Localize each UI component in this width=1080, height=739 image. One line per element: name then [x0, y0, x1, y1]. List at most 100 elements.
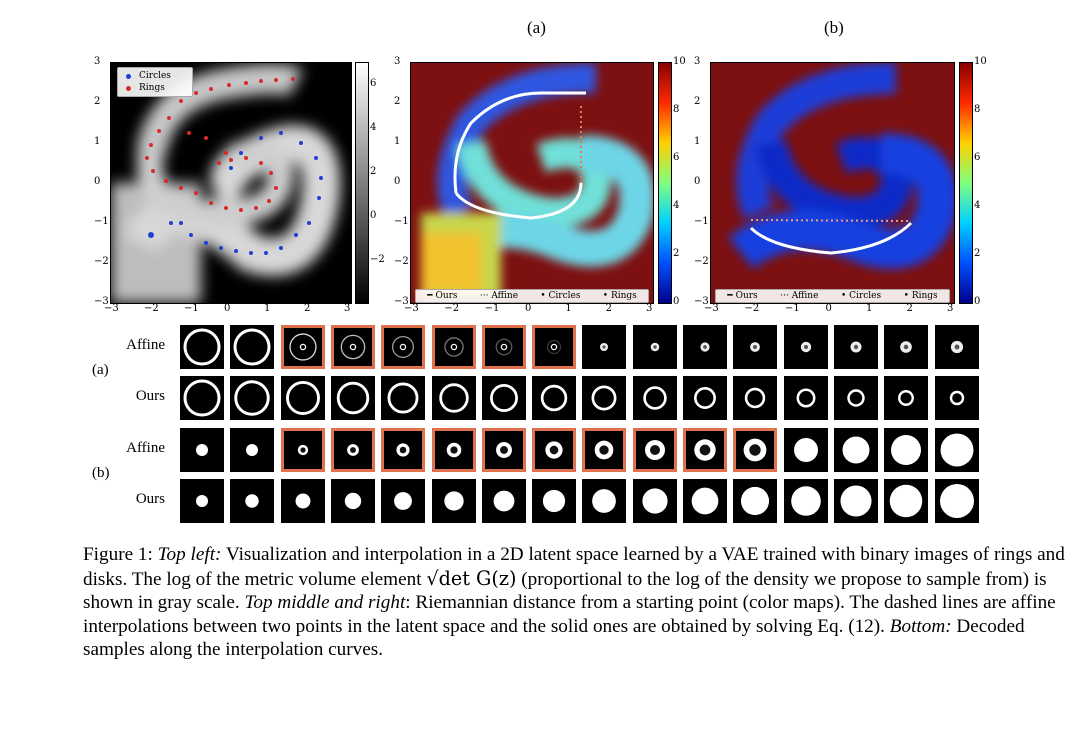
- x-tick-label: −1: [785, 303, 800, 314]
- row-label: Ours: [135, 491, 165, 507]
- legend-circles: • Circles: [540, 291, 581, 301]
- decoded-sample: [884, 479, 929, 523]
- x-tick-label: 3: [344, 303, 351, 314]
- decoded-sample: [632, 479, 677, 523]
- caption-text-4: Decoded samples along the interpolation …: [83, 615, 1025, 661]
- y-tick-label: 3: [694, 56, 701, 67]
- decoded-sample: [431, 428, 476, 472]
- decoded-sample: [431, 479, 476, 523]
- decoded-sample: [833, 479, 878, 523]
- y-tick-label: 1: [694, 136, 701, 147]
- decoded-sample: [532, 479, 577, 523]
- decoded-sample: [481, 325, 526, 369]
- legend-ours: ━ Ours: [427, 291, 458, 301]
- y-tick-label: −2: [694, 256, 709, 267]
- decoded-sample: [481, 376, 526, 420]
- decoded-sample: [330, 428, 375, 472]
- colorbar-tick-label: 4: [974, 200, 981, 211]
- decoded-sample: [783, 376, 828, 420]
- caption-text-3: : Riemannian distance from a starting po…: [83, 592, 1056, 637]
- y-tick-label: 0: [94, 176, 101, 187]
- x-tick-label: 1: [264, 303, 271, 314]
- x-tick-label: −2: [444, 303, 460, 314]
- decoded-sample: [180, 325, 224, 369]
- colorbar-tick-label: 8: [974, 104, 981, 115]
- legend-ours: ━ Ours: [727, 291, 758, 301]
- decoded-sample: [431, 325, 476, 369]
- decoded-sample: [481, 479, 526, 523]
- x-tick-label: −3: [104, 303, 119, 314]
- y-tick-label: 3: [394, 56, 401, 67]
- panel-label-b: (b): [824, 18, 844, 37]
- distance-map-b-image: [728, 63, 954, 270]
- decoded-sample: [431, 376, 476, 420]
- x-tick-label: 2: [304, 303, 311, 314]
- y-tick-label: −2: [394, 256, 409, 267]
- legend-circles: • Circles: [841, 291, 882, 301]
- decoded-sample: [330, 376, 375, 420]
- decoded-sample: [230, 325, 275, 369]
- y-tick-label: −1: [694, 216, 709, 227]
- colorbar-tick-label: −2: [370, 254, 385, 265]
- x-tick-label: −1: [484, 303, 500, 314]
- caption-text-1: Visualization and interpolation in a 2D …: [83, 544, 1065, 590]
- middle-colorbar: [658, 62, 672, 304]
- colorbar-tick-label: 0: [673, 296, 680, 307]
- x-tick-label: 3: [646, 303, 653, 314]
- y-tick-label: 2: [94, 96, 101, 107]
- decoded-sample: [833, 325, 878, 369]
- x-tick-label: 1: [565, 303, 572, 314]
- colorbar-tick-label: 4: [370, 122, 377, 133]
- y-tick-label: 0: [694, 176, 701, 187]
- decoded-sample: [632, 325, 677, 369]
- x-tick-label: 2: [605, 303, 613, 314]
- colorbar-tick-label: 0: [370, 210, 377, 221]
- decoded-sample: [180, 479, 224, 523]
- decoded-sample: [381, 376, 426, 420]
- x-tick-label: −2: [744, 303, 760, 314]
- decoded-sample: [330, 325, 375, 369]
- y-tick-label: −2: [94, 256, 109, 267]
- x-tick-label: −1: [184, 303, 199, 314]
- row-label: Affine: [126, 440, 165, 456]
- colorbar-tick-label: 6: [974, 152, 981, 163]
- decoded-sample: [381, 325, 426, 369]
- left-legend: Circles Rings: [117, 67, 193, 97]
- decoded-sample: [884, 376, 929, 420]
- decoded-sample: [280, 376, 325, 420]
- decoded-sample: [330, 479, 375, 523]
- decoded-sample: [683, 325, 727, 369]
- y-tick-label: 1: [94, 136, 101, 147]
- y-tick-label: −1: [94, 216, 109, 227]
- decoded-sample: [280, 479, 325, 523]
- colorbar-tick-label: 8: [673, 104, 680, 115]
- colorbar-tick-label: 6: [673, 152, 680, 163]
- decoded-sample: [180, 376, 224, 420]
- colorbar-tick-label: 2: [673, 248, 680, 259]
- decoded-sample: [733, 428, 778, 472]
- x-tick-label: 0: [224, 303, 231, 314]
- x-tick-label: 1: [866, 303, 873, 314]
- decoded-sample: [632, 428, 677, 472]
- x-tick-label: −2: [144, 303, 159, 314]
- decoded-sample: [833, 428, 878, 472]
- x-tick-label: 0: [825, 303, 832, 314]
- decoded-sample: [934, 479, 979, 523]
- decoded-sample: [733, 479, 778, 523]
- caption-figure-number: Figure 1:: [83, 544, 158, 565]
- decoded-sample: [733, 376, 778, 420]
- figure-caption: Figure 1: Top left: Visualization and in…: [83, 543, 1068, 662]
- y-tick-label: 3: [94, 56, 101, 67]
- legend-rings: • Rings: [903, 291, 938, 301]
- y-tick-label: −3: [94, 296, 109, 307]
- legend-rings: Rings: [139, 83, 165, 93]
- volume-element-map: [111, 64, 341, 303]
- decoded-sample: [582, 376, 627, 420]
- legend-affine: ··· Affine: [479, 291, 519, 301]
- right-legend: ━ Ours ··· Affine • Circles • Rings: [715, 289, 950, 303]
- y-tick-label: 0: [394, 176, 401, 187]
- caption-top-left: Top left:: [157, 544, 222, 565]
- distance-map-a: ━ Ours ··· Affine • Circles • Rings: [410, 62, 654, 304]
- decoded-sample: [582, 479, 627, 523]
- decoded-sample: [280, 428, 325, 472]
